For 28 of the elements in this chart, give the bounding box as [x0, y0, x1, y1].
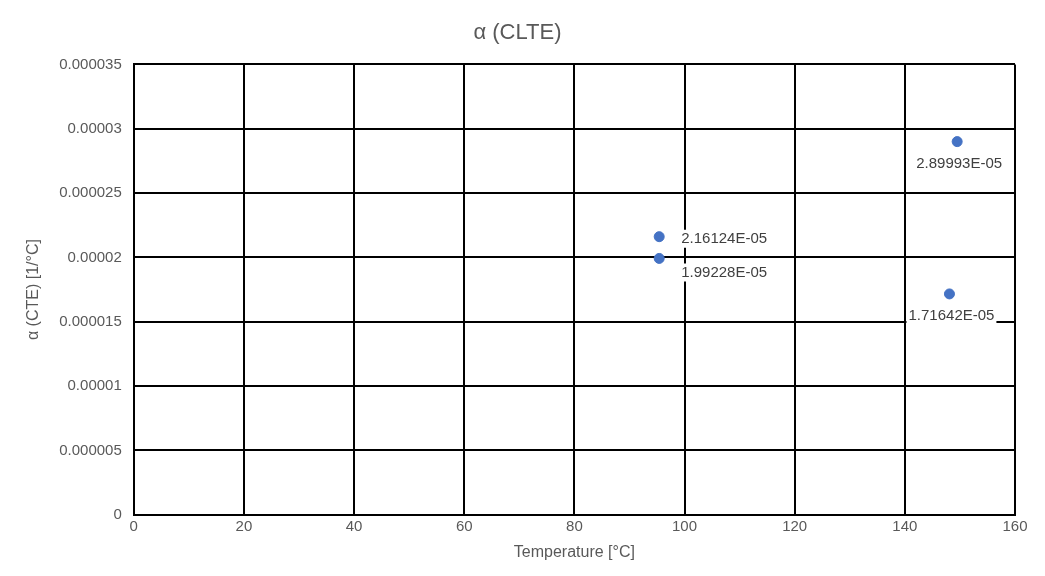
y-tick-label: 0.000015: [59, 311, 122, 329]
chart-title: α (CLTE): [473, 19, 562, 45]
x-tick-label: 160: [1002, 516, 1028, 534]
data-label: 1.71642E-05: [908, 306, 995, 324]
x-tick-label: 40: [345, 516, 363, 534]
point: [653, 231, 665, 243]
point: [951, 136, 963, 148]
data-label: 1.99228E-05: [681, 262, 768, 280]
point: [943, 288, 955, 300]
x-tick-label: 20: [235, 516, 253, 534]
y-tick-label: 0.00002: [67, 247, 122, 265]
y-tick-label: 0.00001: [67, 376, 122, 394]
data-label: 2.89993E-05: [916, 153, 1003, 171]
x-tick-label: 0: [129, 516, 138, 534]
y-tick-label: 0.000005: [59, 440, 122, 458]
x-tick-label: 120: [782, 516, 808, 534]
y-tick-label: 0.000035: [59, 54, 122, 72]
x-tick-label: 140: [892, 516, 918, 534]
y-tick-label: 0.00003: [67, 118, 122, 136]
data-label: 2.16124E-05: [681, 228, 768, 246]
x-axis-title: Temperature [°C]: [513, 542, 635, 560]
x-tick-label: 100: [672, 516, 698, 534]
y-tick-label: 0.000025: [59, 183, 122, 201]
point: [653, 252, 665, 264]
y-axis-title: α (CTE) [1/°C]: [24, 239, 42, 341]
x-tick-label: 80: [566, 516, 583, 534]
y-tick-label: 0: [113, 504, 122, 522]
x-tick-label: 60: [455, 516, 473, 534]
